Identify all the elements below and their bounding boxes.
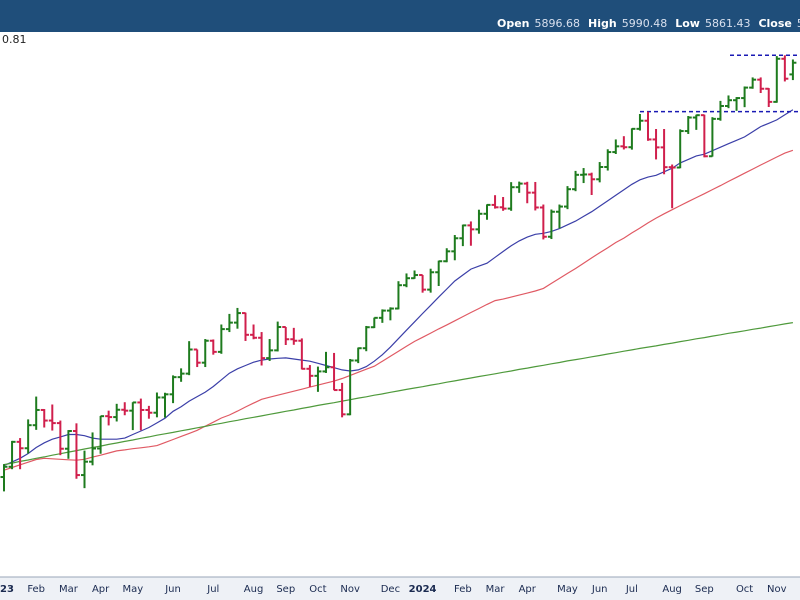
x-tick-label: May bbox=[557, 584, 578, 595]
x-tick-label: Jul bbox=[206, 584, 219, 595]
x-tick-label: Sep bbox=[695, 584, 714, 595]
x-tick-label: Apr bbox=[519, 584, 537, 595]
x-tick-label: Mar bbox=[486, 584, 506, 595]
x-tick-label: Mar bbox=[59, 584, 79, 595]
x-tick-label: Apr bbox=[92, 584, 110, 595]
moving-average-line bbox=[3, 109, 794, 467]
header-label: Close bbox=[758, 17, 791, 30]
x-tick-label: Sep bbox=[276, 584, 295, 595]
x-tick-label: Oct bbox=[736, 584, 753, 595]
moving-average-line bbox=[3, 149, 794, 471]
header-bar bbox=[0, 0, 800, 32]
x-tick-label: Aug bbox=[244, 584, 264, 595]
x-tick-label: Oct bbox=[309, 584, 326, 595]
header-label: Low bbox=[675, 17, 700, 30]
x-tick-label: Nov bbox=[767, 584, 787, 595]
x-tick-label: 23 bbox=[0, 584, 14, 595]
header-label: Open bbox=[497, 17, 530, 30]
header-label: High bbox=[588, 17, 617, 30]
x-tick-label: Jun bbox=[164, 584, 181, 595]
x-tick-label: May bbox=[122, 584, 143, 595]
x-tick-label: 2024 bbox=[409, 584, 437, 595]
x-tick-label: Feb bbox=[27, 584, 45, 595]
x-axis-band bbox=[0, 577, 800, 600]
x-tick-label: Aug bbox=[662, 584, 682, 595]
x-tick-label: Dec bbox=[381, 584, 400, 595]
x-tick-label: Jun bbox=[591, 584, 608, 595]
price-label: 0.81 bbox=[2, 33, 27, 46]
x-tick-label: Feb bbox=[454, 584, 472, 595]
header-value: 5861.43 bbox=[705, 17, 751, 30]
moving-average-line bbox=[3, 322, 793, 466]
header-value: 5990.48 bbox=[622, 17, 668, 30]
x-tick-label: Jul bbox=[625, 584, 638, 595]
header-value: 5970 bbox=[797, 17, 800, 30]
x-tick-label: Nov bbox=[340, 584, 360, 595]
header-value: 5896.68 bbox=[535, 17, 581, 30]
